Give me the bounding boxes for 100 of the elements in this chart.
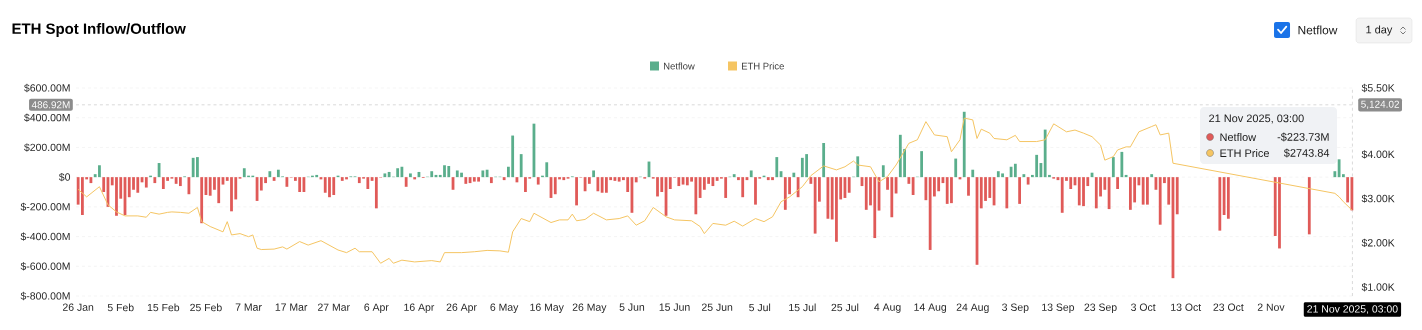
y2-tick-label: $5.50K bbox=[1361, 83, 1395, 93]
bar bbox=[698, 177, 702, 198]
y-tick-label: $600.00M bbox=[24, 83, 70, 93]
x-tick-label: 13 Sep bbox=[1042, 303, 1075, 313]
x-tick-label: 15 Jul bbox=[789, 303, 816, 312]
x-tick-label: 5 Jun bbox=[619, 303, 645, 311]
bar bbox=[741, 177, 745, 198]
text: Netflow bbox=[1298, 25, 1338, 35]
bar bbox=[217, 177, 221, 204]
y-tick-label: $0 bbox=[58, 172, 71, 182]
bar bbox=[136, 177, 140, 193]
bar bbox=[1035, 154, 1039, 178]
bar bbox=[315, 174, 319, 178]
bar bbox=[285, 177, 289, 187]
bar bbox=[272, 177, 276, 181]
bar bbox=[191, 157, 195, 178]
bar bbox=[332, 177, 336, 195]
bar bbox=[724, 177, 728, 198]
bar bbox=[1001, 173, 1004, 178]
bar bbox=[749, 170, 753, 178]
x-tick-label: 17 Mar bbox=[275, 303, 308, 311]
annotation: 21 Nov 2025, 03:00 bbox=[1209, 114, 1304, 124]
bar bbox=[1026, 177, 1030, 185]
bar bbox=[477, 177, 480, 182]
ref-line-label: 486.92M bbox=[31, 101, 70, 109]
bar bbox=[485, 169, 489, 178]
bar bbox=[890, 177, 894, 218]
y-tick-label: $-400.00M bbox=[20, 232, 70, 241]
bar bbox=[766, 177, 770, 181]
bar bbox=[178, 177, 182, 187]
bar bbox=[575, 177, 578, 206]
bar bbox=[1124, 174, 1128, 178]
x-tick-label: 5 Jul bbox=[749, 303, 771, 312]
bar bbox=[592, 170, 596, 178]
bar bbox=[472, 177, 476, 182]
bar bbox=[711, 177, 715, 187]
x-tick-label: 26 May bbox=[572, 303, 607, 313]
bar bbox=[562, 177, 566, 181]
bar bbox=[1158, 177, 1162, 225]
bar bbox=[502, 177, 506, 181]
x-tick-label: 25 Feb bbox=[190, 303, 222, 312]
text: 5,124.02 bbox=[1361, 100, 1400, 109]
bar bbox=[519, 154, 523, 178]
bar bbox=[1218, 177, 1222, 231]
bar bbox=[481, 170, 485, 178]
legend-label: Netflow bbox=[664, 62, 695, 70]
x-tick-label: 24 Aug bbox=[956, 303, 989, 313]
y-tick-label: $400.00M bbox=[24, 113, 70, 122]
bar bbox=[200, 177, 204, 224]
bar bbox=[1005, 177, 1009, 209]
bar bbox=[430, 171, 434, 178]
y2-tick-label: $3.00K bbox=[1361, 194, 1395, 203]
bar bbox=[587, 177, 591, 184]
bar bbox=[847, 177, 851, 193]
bar bbox=[1022, 174, 1026, 178]
bar bbox=[1350, 177, 1354, 211]
x-tick-label: 7 Mar bbox=[235, 303, 262, 311]
bar bbox=[553, 177, 557, 195]
x-tick-label: 6 May bbox=[490, 303, 519, 313]
chart-title: ETH Spot Inflow/Outflow bbox=[12, 23, 186, 37]
bar bbox=[754, 177, 757, 205]
bar bbox=[396, 168, 400, 178]
bar bbox=[298, 177, 302, 192]
bar bbox=[864, 177, 868, 210]
bar bbox=[1043, 129, 1047, 178]
bar bbox=[954, 158, 958, 178]
x-tick-label: 16 Apr bbox=[404, 303, 435, 313]
bar bbox=[340, 177, 344, 181]
x-tick-label: 15 Feb bbox=[147, 303, 180, 312]
bar bbox=[374, 177, 378, 209]
bar bbox=[1146, 177, 1149, 205]
bar bbox=[1307, 177, 1311, 235]
y2-tick-label: $2.00K bbox=[1361, 238, 1395, 248]
bar bbox=[524, 177, 527, 192]
bar bbox=[924, 177, 928, 201]
x-tick-label: 5 Feb bbox=[107, 303, 134, 312]
bar bbox=[489, 177, 493, 184]
bar bbox=[685, 177, 689, 186]
bar bbox=[800, 157, 804, 178]
x-tick-label: 3 Oct bbox=[1131, 303, 1156, 311]
bar bbox=[805, 154, 809, 178]
bar bbox=[775, 157, 779, 178]
bar bbox=[455, 170, 459, 178]
bar bbox=[536, 177, 540, 185]
bar bbox=[259, 177, 263, 191]
x-tick-label: 25 Jul bbox=[831, 303, 859, 312]
bar bbox=[1150, 174, 1154, 178]
bar bbox=[1060, 177, 1064, 213]
bar bbox=[950, 177, 953, 204]
bar bbox=[1018, 177, 1022, 204]
annotation: -$223.73M bbox=[1277, 132, 1329, 142]
bar bbox=[208, 177, 212, 196]
bar bbox=[115, 177, 118, 216]
bar bbox=[962, 111, 966, 178]
x-tick-label: 13 Oct bbox=[1171, 303, 1202, 311]
bar bbox=[196, 157, 199, 178]
bar bbox=[276, 169, 280, 178]
bar bbox=[383, 173, 387, 178]
bar bbox=[357, 177, 361, 184]
bar bbox=[1111, 157, 1115, 178]
